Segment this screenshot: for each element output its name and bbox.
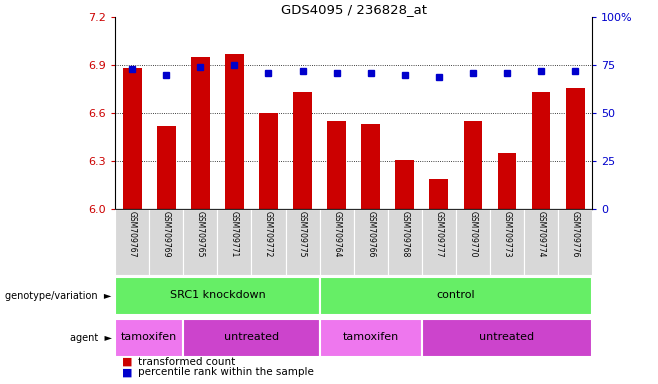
Bar [320,209,354,275]
Text: ■: ■ [122,367,132,377]
Text: GSM709766: GSM709766 [367,211,375,258]
Bar [490,209,524,275]
Text: untreated: untreated [480,332,534,342]
Bar [558,209,592,275]
Text: GSM709772: GSM709772 [264,211,273,258]
Bar [354,209,388,275]
Text: GSM709764: GSM709764 [332,211,341,258]
Bar [422,319,592,357]
Text: untreated: untreated [224,332,279,342]
Bar [149,209,184,275]
Bar [456,209,490,275]
Bar [293,93,312,209]
Text: GSM709774: GSM709774 [536,211,545,258]
Bar [286,209,320,275]
Text: control: control [437,290,475,300]
Text: ■: ■ [122,357,132,367]
Bar [524,209,558,275]
Bar [259,113,278,209]
Text: GSM709777: GSM709777 [434,211,443,258]
Bar [566,88,584,209]
Bar [388,209,422,275]
Text: GSM709770: GSM709770 [468,211,478,258]
Bar [497,153,517,209]
Bar [532,93,551,209]
Text: percentile rank within the sample: percentile rank within the sample [138,367,314,377]
Text: GSM709773: GSM709773 [503,211,511,258]
Text: genotype/variation  ►: genotype/variation ► [5,291,112,301]
Bar [217,209,251,275]
Bar [225,54,243,209]
Bar [430,179,448,209]
Text: tamoxifen: tamoxifen [343,332,399,342]
Bar [191,57,210,209]
Text: GSM709769: GSM709769 [162,211,171,258]
Bar [320,276,592,315]
Text: GSM709765: GSM709765 [196,211,205,258]
Bar [184,319,320,357]
Text: agent  ►: agent ► [70,333,112,343]
Title: GDS4095 / 236828_at: GDS4095 / 236828_at [281,3,426,16]
Bar [115,209,149,275]
Text: GSM709775: GSM709775 [298,211,307,258]
Text: GSM709771: GSM709771 [230,211,239,258]
Bar [395,160,414,209]
Text: tamoxifen: tamoxifen [121,332,178,342]
Text: GSM709776: GSM709776 [570,211,580,258]
Bar [123,68,141,209]
Bar [422,209,456,275]
Bar [320,319,422,357]
Bar [251,209,286,275]
Bar [157,126,176,209]
Text: GSM709767: GSM709767 [128,211,137,258]
Bar [464,121,482,209]
Text: GSM709768: GSM709768 [400,211,409,258]
Text: transformed count: transformed count [138,357,236,367]
Text: SRC1 knockdown: SRC1 knockdown [170,290,265,300]
Bar [115,319,184,357]
Bar [184,209,217,275]
Bar [361,124,380,209]
Bar [115,276,320,315]
Bar [327,121,346,209]
